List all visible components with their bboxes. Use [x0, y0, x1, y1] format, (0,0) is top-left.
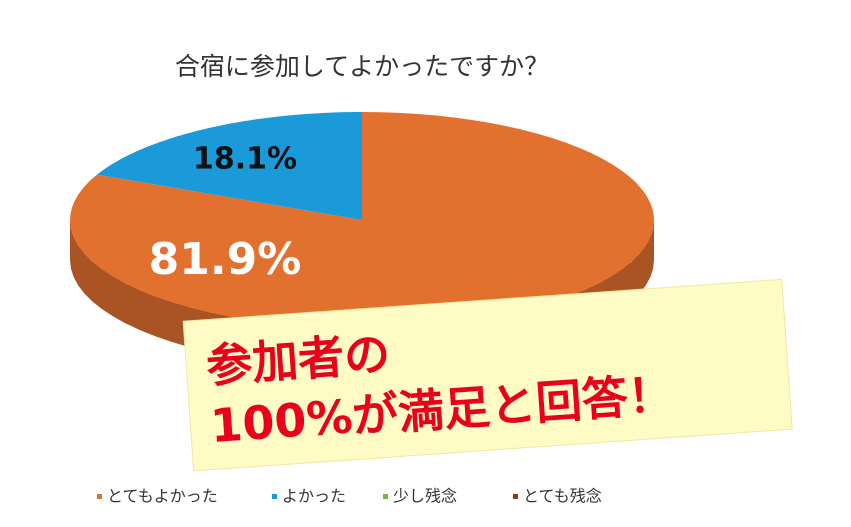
chart-title: 合宿に参加してよかったですか？ — [175, 52, 549, 81]
note-paper — [182, 278, 793, 472]
value-labels: 81.9% 18.1% — [149, 142, 302, 286]
value-label: 18.1% — [193, 142, 297, 177]
legend-marker — [383, 494, 388, 499]
legend-label: とてもよかった — [107, 487, 218, 506]
pie-slice — [70, 112, 654, 328]
legend: とてもよかった よかった 少し残念 とても残念 — [97, 487, 602, 506]
legend-marker — [97, 494, 102, 499]
legend-marker — [272, 494, 277, 499]
pie-slice — [97, 112, 362, 220]
annotation-note: 参加者の 100%が満足と回答！ — [182, 278, 793, 472]
value-label: 81.9% — [149, 234, 302, 285]
legend-label: よかった — [282, 487, 346, 506]
annotation-line: 参加者の — [204, 326, 391, 393]
legend-label: とても残念 — [523, 487, 602, 506]
legend-label: 少し残念 — [393, 487, 457, 506]
legend-marker — [513, 494, 518, 499]
